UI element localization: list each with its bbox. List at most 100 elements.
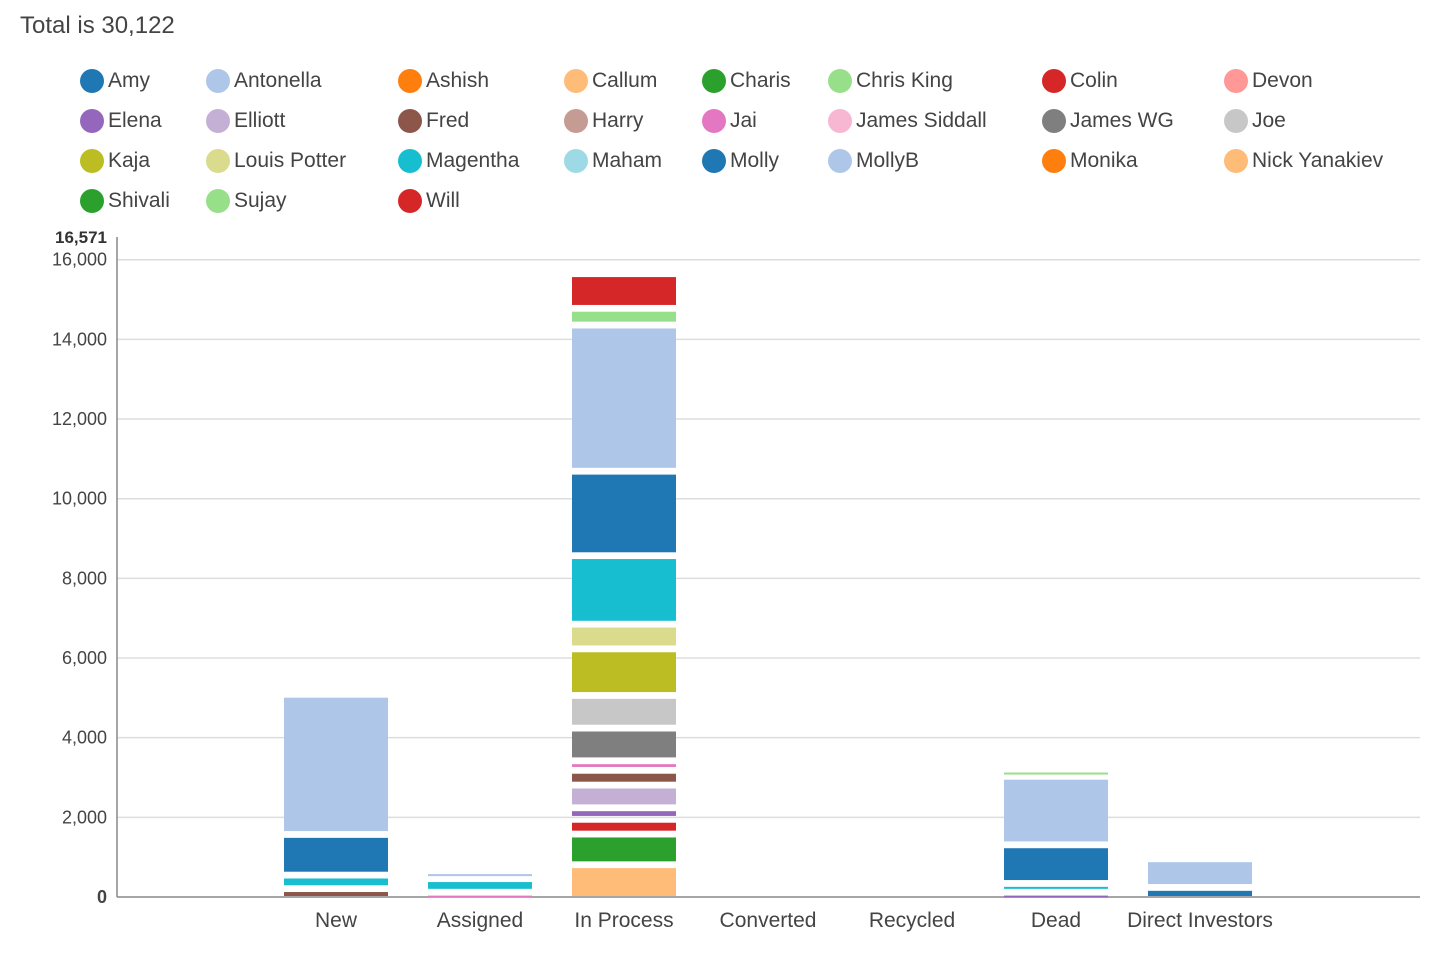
bar-segment-dead-molly [1004, 848, 1108, 881]
bar-segment-in-process-louis-potter [572, 627, 676, 646]
legend-label: Elliott [234, 109, 286, 132]
legend-label: Amy [108, 69, 150, 92]
legend-label: Maham [592, 149, 663, 172]
legend-swatch [80, 189, 104, 213]
legend-swatch [702, 109, 726, 133]
legend-label: Monika [1070, 149, 1138, 172]
legend-swatch [398, 109, 422, 133]
legend-label: Colin [1070, 69, 1118, 92]
legend-item-louis-potter[interactable]: Louis Potter [206, 146, 346, 176]
legend-item-shivali[interactable]: Shivali [80, 186, 170, 216]
legend-swatch [1042, 149, 1066, 173]
legend-label: Molly [730, 149, 780, 172]
y-tick-label: 16,000 [52, 250, 107, 270]
x-category-label: In Process [574, 909, 673, 932]
legend: Amy Antonella Ashish Callum Charis Chris King… [80, 66, 1430, 226]
bar-segment-assigned-mollyb [428, 874, 532, 877]
legend-swatch [206, 109, 230, 133]
bar-segment-direct-investors-mollyb [1148, 862, 1252, 885]
legend-item-charis[interactable]: Charis [702, 66, 791, 96]
legend-item-chris-king[interactable]: Chris King [828, 66, 953, 96]
legend-swatch [828, 109, 852, 133]
legend-label: Devon [1252, 69, 1313, 92]
legend-item-harry[interactable]: Harry [564, 106, 643, 136]
x-category-label: Recycled [869, 909, 955, 932]
legend-swatch [1224, 149, 1248, 173]
legend-swatch [828, 69, 852, 93]
legend-label: Ashish [426, 69, 490, 92]
legend-item-maham[interactable]: Maham [564, 146, 662, 176]
legend-swatch [564, 149, 588, 173]
legend-item-joe[interactable]: Joe [1224, 106, 1286, 136]
legend-swatch [1042, 109, 1066, 133]
legend-item-devon[interactable]: Devon [1224, 66, 1313, 96]
bar-segment-in-process-magentha [572, 559, 676, 621]
bar-segment-new-mollyb [284, 697, 388, 832]
legend-item-elliott[interactable]: Elliott [206, 106, 285, 136]
legend-item-james-wg[interactable]: James WG [1042, 106, 1174, 136]
legend-item-antonella[interactable]: Antonella [206, 66, 322, 96]
legend-item-jai[interactable]: Jai [702, 106, 757, 136]
bar-segment-dead-magentha [1004, 886, 1108, 889]
bar-segment-assigned-magentha [428, 882, 532, 889]
legend-item-molly[interactable]: Molly [702, 146, 779, 176]
legend-item-sujay[interactable]: Sujay [206, 186, 287, 216]
legend-swatch [564, 109, 588, 133]
legend-label: Louis Potter [234, 149, 347, 172]
y-tick-label: 10,000 [52, 489, 107, 509]
legend-label: Antonella [234, 69, 322, 92]
legend-swatch [398, 189, 422, 213]
legend-label: MollyB [856, 149, 920, 172]
y-tick-label: 14,000 [52, 329, 107, 349]
bar-segment-dead-elena [1004, 895, 1108, 898]
legend-label: Jai [730, 109, 757, 132]
x-category-label: Dead [1031, 909, 1081, 932]
bar-segment-dead-mollyb [1004, 779, 1108, 842]
legend-label: Callum [592, 69, 658, 92]
legend-swatch [1224, 109, 1248, 133]
legend-label: Magentha [426, 149, 520, 172]
bar-segment-in-process-will [572, 277, 676, 305]
y-max-label: 16,571 [55, 228, 107, 247]
x-category-label: New [315, 909, 358, 932]
legend-label: Harry [592, 109, 644, 132]
bar-segment-assigned-jai [428, 895, 532, 898]
legend-item-ashish[interactable]: Ashish [398, 66, 489, 96]
legend-item-colin[interactable]: Colin [1042, 66, 1118, 96]
chart-title: Total is 30,122 [20, 12, 175, 39]
legend-item-monika[interactable]: Monika [1042, 146, 1138, 176]
legend-item-james-siddall[interactable]: James Siddall [828, 106, 987, 136]
bar-segment-in-process-kaja [572, 652, 676, 693]
legend-label: Will [426, 189, 460, 212]
legend-label: Joe [1252, 109, 1286, 132]
legend-swatch [1042, 69, 1066, 93]
legend-swatch [1224, 69, 1248, 93]
legend-swatch [206, 189, 230, 213]
bar-segment-in-process-fred [572, 773, 676, 782]
legend-item-magentha[interactable]: Magentha [398, 146, 519, 176]
legend-item-callum[interactable]: Callum [564, 66, 657, 96]
bar-segment-in-process-sujay [572, 311, 676, 322]
bar-segment-in-process-elena [572, 811, 676, 816]
legend-swatch [80, 69, 104, 93]
y-tick-label: 8,000 [62, 568, 107, 588]
legend-label: Charis [730, 69, 791, 92]
legend-label: Shivali [108, 189, 170, 212]
legend-item-nick-yanakiev[interactable]: Nick Yanakiev [1224, 146, 1383, 176]
legend-label: Kaja [108, 149, 151, 172]
legend-swatch [80, 149, 104, 173]
legend-item-kaja[interactable]: Kaja [80, 146, 150, 176]
bar-segment-direct-investors-molly [1148, 890, 1252, 896]
legend-label: Elena [108, 109, 162, 132]
bar-segment-new-molly [284, 837, 388, 872]
legend-swatch [80, 109, 104, 133]
legend-item-amy[interactable]: Amy [80, 66, 150, 96]
legend-item-mollyb[interactable]: MollyB [828, 146, 919, 176]
y-tick-label: 4,000 [62, 728, 107, 748]
legend-item-elena[interactable]: Elena [80, 106, 162, 136]
legend-swatch [564, 69, 588, 93]
legend-item-will[interactable]: Will [398, 186, 460, 216]
bar-segment-dead-sujay [1004, 772, 1108, 775]
legend-item-fred[interactable]: Fred [398, 106, 469, 136]
